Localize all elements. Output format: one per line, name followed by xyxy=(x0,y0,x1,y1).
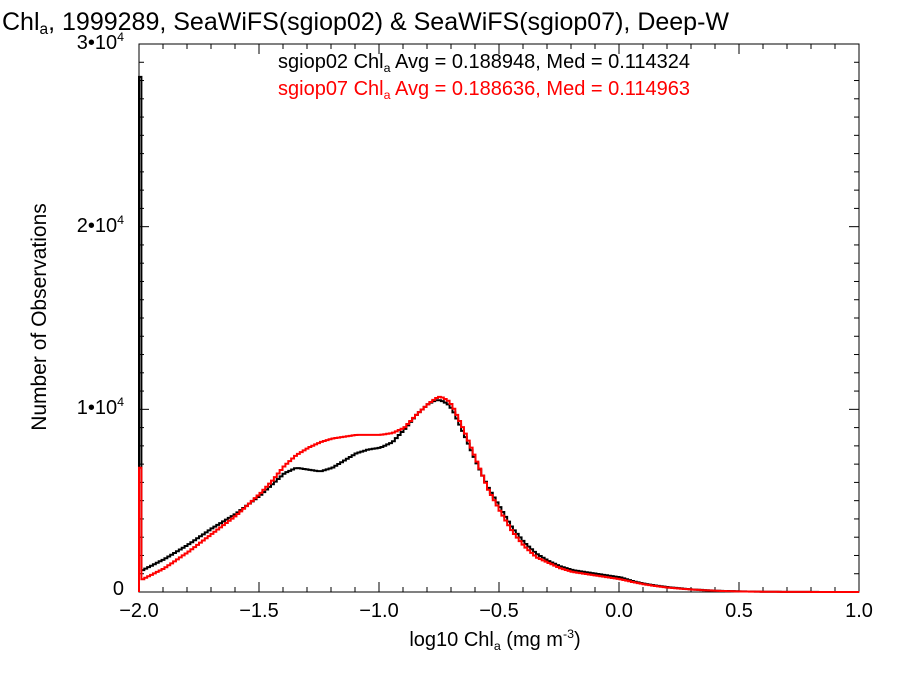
x-tick-label: 0.5 xyxy=(725,600,753,622)
x-tick-label: −1.0 xyxy=(359,600,399,622)
legend-entry-sgiop07: sgiop07 Chla Avg = 0.188636, Med = 0.114… xyxy=(278,78,691,102)
series-layer xyxy=(138,75,860,593)
chart-title: Chla, 1999289, SeaWiFS(sgiop02) & SeaWiF… xyxy=(2,8,729,38)
x-tick-label: 1.0 xyxy=(845,600,873,622)
y-tick-label: 2•104 xyxy=(76,212,124,237)
x-tick-label: 0.0 xyxy=(605,600,633,622)
x-tick-label: −1.5 xyxy=(239,600,279,622)
x-tick-label: −2.0 xyxy=(119,600,159,622)
legend-entry-sgiop02: sgiop02 Chla Avg = 0.188948, Med = 0.114… xyxy=(278,51,691,75)
x-tick-label: −0.5 xyxy=(479,600,519,622)
x-axis-label: log10 Chla (mg m-3) xyxy=(409,627,581,653)
y-tick-label: 1•104 xyxy=(76,395,124,420)
y-tick-label: 3•104 xyxy=(76,30,124,54)
series-line-sgiop02 xyxy=(138,75,860,593)
series-line-sgiop07 xyxy=(138,395,860,593)
y-tick-label: 0 xyxy=(112,578,124,600)
y-axis-label: Number of Observations xyxy=(28,203,51,431)
